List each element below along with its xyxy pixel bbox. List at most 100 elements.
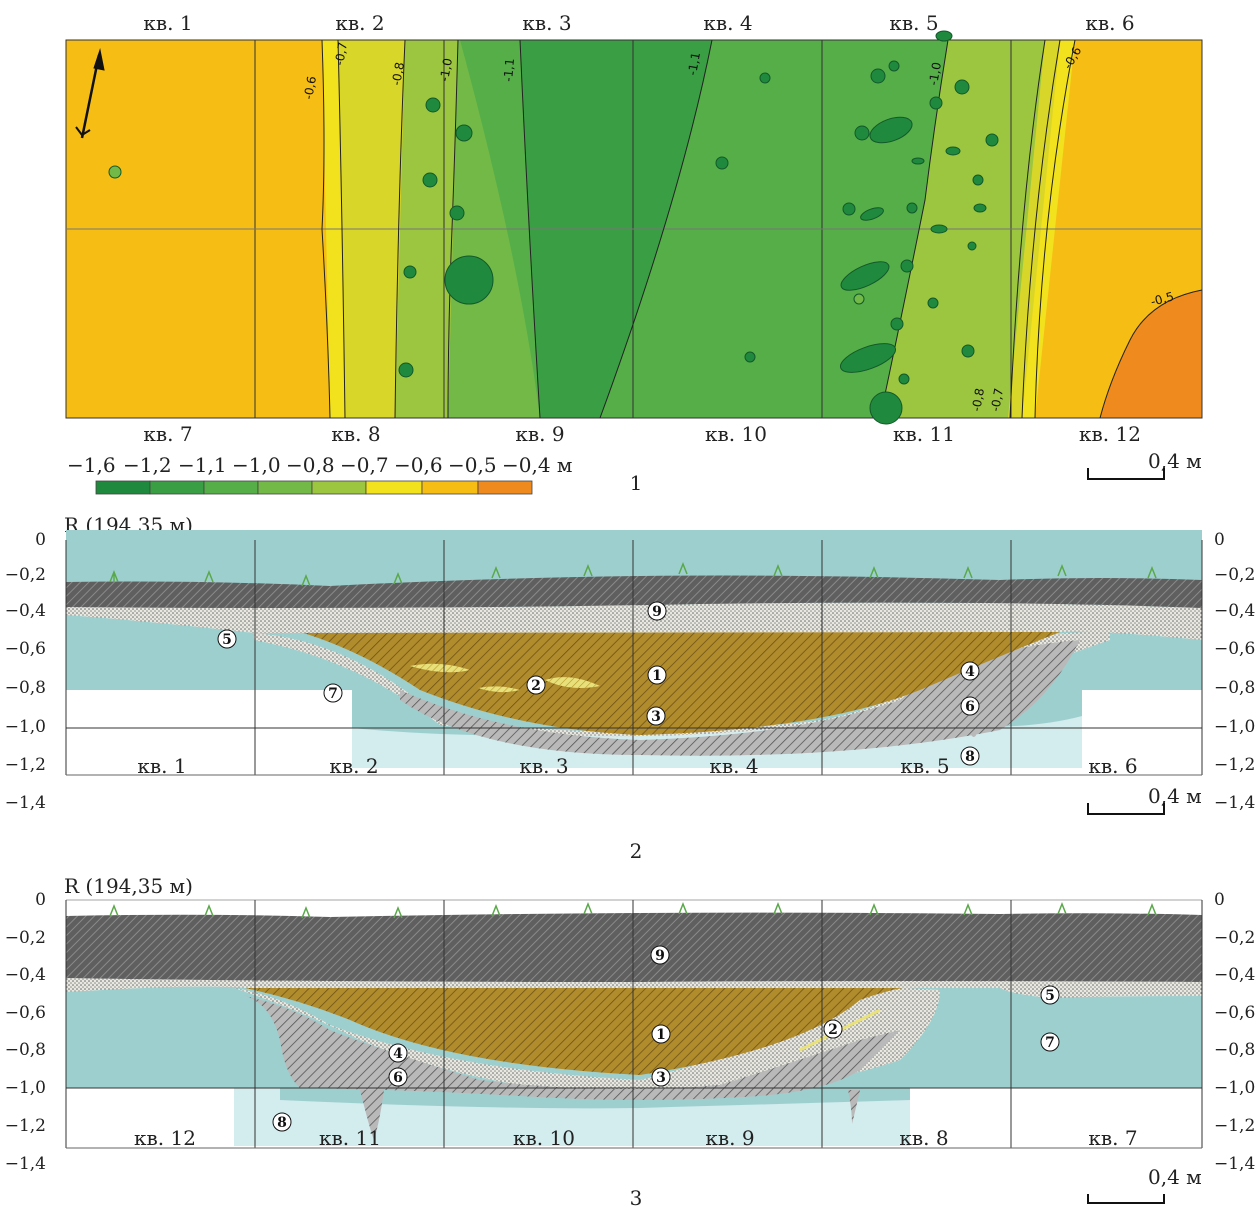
layer-marker: 6 bbox=[393, 1070, 403, 1086]
y-tick-label: −0,4 bbox=[5, 601, 46, 621]
y-tick-label: −1,4 bbox=[5, 793, 46, 813]
figure-number-1: 1 bbox=[630, 471, 643, 495]
legend-swatch bbox=[203, 480, 259, 495]
plan-square-label-bottom: кв. 11 bbox=[893, 422, 955, 446]
isoline-label: -0,8 bbox=[969, 387, 987, 412]
layer-5 bbox=[66, 978, 1202, 998]
isoline-label: -0,7 bbox=[332, 41, 350, 66]
layer-9 bbox=[66, 575, 1202, 608]
section1-square-labels: кв. 1 кв. 2 кв. 3 кв. 4 кв. 5 кв. 6 bbox=[137, 754, 1137, 778]
y-tick-label: 0 bbox=[1214, 890, 1225, 910]
y-tick-label: −1,2 bbox=[5, 755, 46, 775]
isoline-label: -1,1 bbox=[501, 58, 517, 83]
y-tick-label: 0 bbox=[35, 890, 46, 910]
north-arrow-icon bbox=[75, 48, 105, 139]
y-tick-label: −0,2 bbox=[1214, 928, 1255, 948]
layer-marker: 2 bbox=[828, 1022, 838, 1038]
legend-label: −1,0 bbox=[232, 453, 281, 477]
section1-scale-bar: 0,4 м bbox=[1087, 784, 1202, 815]
isoline-label: -0,8 bbox=[389, 61, 407, 86]
isoline-label: -0,7 bbox=[988, 387, 1006, 412]
legend-swatch bbox=[421, 480, 479, 495]
square-label: кв. 1 bbox=[137, 754, 186, 778]
layer-marker: 3 bbox=[651, 709, 661, 725]
legend-swatch bbox=[149, 480, 205, 495]
plan-top-labels: кв. 1 кв. 2 кв. 3 кв. 4 кв. 5 кв. 6 bbox=[143, 11, 1134, 35]
y-tick-label: −0,8 bbox=[5, 1040, 46, 1060]
legend-label: −1,2 bbox=[123, 453, 172, 477]
square-label: кв. 2 bbox=[329, 754, 378, 778]
y-tick-label: −0,2 bbox=[5, 565, 46, 585]
layer-1 bbox=[300, 632, 1060, 735]
plan-features bbox=[108, 30, 999, 425]
layer-marker: 6 bbox=[965, 699, 975, 715]
plan-square-label-bottom: кв. 8 bbox=[331, 422, 380, 446]
y-tick-label: −1,0 bbox=[1214, 1078, 1255, 1098]
plan-square-label-top: кв. 3 bbox=[522, 11, 571, 35]
layer-marker: 2 bbox=[531, 678, 541, 694]
square-label: кв. 7 bbox=[1088, 1126, 1137, 1150]
plan-isoline-labels: -0,6 -0,7 -0,8 -1,0 -1,1 -1,1 -1,0 -0,6 … bbox=[301, 41, 1175, 412]
layer-marker: 8 bbox=[277, 1115, 287, 1131]
y-tick-label: −0,8 bbox=[1214, 678, 1255, 698]
scale-label: 0,4 м bbox=[1148, 449, 1202, 473]
section2-marker-labels: 9 5 1 2 7 4 6 3 8 bbox=[277, 948, 1055, 1131]
y-tick-label: −0,6 bbox=[5, 1003, 46, 1023]
legend-label: −0,7 bbox=[340, 453, 389, 477]
section2-grid bbox=[65, 900, 1203, 1149]
layer-marker: 8 bbox=[965, 749, 975, 765]
legend-swatch bbox=[257, 480, 313, 495]
section1-layers bbox=[66, 530, 1202, 790]
legend-swatch bbox=[477, 480, 533, 495]
plan-scale-bar: 0,4 м bbox=[1087, 449, 1202, 480]
layer-marker: 5 bbox=[222, 632, 232, 648]
y-tick-label: −0,8 bbox=[1214, 1040, 1255, 1060]
isoline-label: -1,1 bbox=[685, 51, 703, 76]
section1-grass bbox=[109, 561, 1157, 587]
y-tick-label: −0,4 bbox=[1214, 601, 1255, 621]
depth-legend: −1,6 −1,2 −1,1 −1,0 −0,8 −0,7 −0,6 −0,5 … bbox=[67, 453, 572, 495]
plan-square-label-top: кв. 2 bbox=[335, 11, 384, 35]
legend-label: −0,5 bbox=[448, 453, 497, 477]
layer-marker: 4 bbox=[393, 1046, 403, 1062]
y-tick-label: −1,4 bbox=[5, 1154, 46, 1174]
plan-grid bbox=[65, 39, 1203, 419]
plan-bottom-labels: кв. 7 кв. 8 кв. 9 кв. 10 кв. 11 кв. 12 bbox=[143, 422, 1141, 446]
figure-number-3: 3 bbox=[630, 1186, 643, 1207]
section2-markers bbox=[272, 945, 1060, 1132]
layer-marker: 7 bbox=[328, 686, 338, 702]
square-label: кв. 8 bbox=[899, 1126, 948, 1150]
isoline-label: -1,0 bbox=[437, 57, 455, 82]
layer-marker: 4 bbox=[965, 664, 975, 680]
y-tick-label: −1,0 bbox=[5, 717, 46, 737]
section1-panel: R (194,35 м) 0 −0,2 −0,4 −0,6 −0,8 −1,0 … bbox=[5, 513, 1256, 863]
plan-square-label-top: кв. 4 bbox=[703, 11, 752, 35]
section1-markers bbox=[217, 601, 980, 766]
legend-swatch bbox=[95, 480, 151, 495]
layer-marker: 1 bbox=[656, 1027, 666, 1043]
y-tick-label: 0 bbox=[35, 530, 46, 550]
layer-9 bbox=[66, 912, 1202, 982]
y-tick-label: −1,2 bbox=[1214, 755, 1255, 775]
plan-square-label-bottom: кв. 7 bbox=[143, 422, 192, 446]
y-tick-label: −1,2 bbox=[5, 1116, 46, 1136]
isoline-label: -1,0 bbox=[926, 61, 944, 86]
isoline-label: -0,6 bbox=[301, 75, 319, 100]
square-label: кв. 3 bbox=[519, 754, 568, 778]
legend-swatch bbox=[311, 480, 367, 495]
layer-marker: 9 bbox=[652, 604, 662, 620]
square-label: кв. 9 bbox=[705, 1126, 754, 1150]
y-tick-label: −0,6 bbox=[5, 639, 46, 659]
legend-label: −0,6 bbox=[394, 453, 443, 477]
scale-label: 0,4 м bbox=[1148, 784, 1202, 808]
layer-marker: 5 bbox=[1045, 988, 1055, 1004]
square-label: кв. 10 bbox=[513, 1126, 575, 1150]
layer-marker: 1 bbox=[652, 668, 662, 684]
square-label: кв. 12 bbox=[134, 1126, 196, 1150]
y-tick-label: −1,4 bbox=[1214, 793, 1255, 813]
section1-marker-labels: 9 5 1 2 7 3 4 6 8 bbox=[222, 604, 975, 765]
y-tick-label: −1,2 bbox=[1214, 1116, 1255, 1136]
figure-number-2: 2 bbox=[630, 839, 643, 863]
layer-6 bbox=[400, 640, 1080, 756]
